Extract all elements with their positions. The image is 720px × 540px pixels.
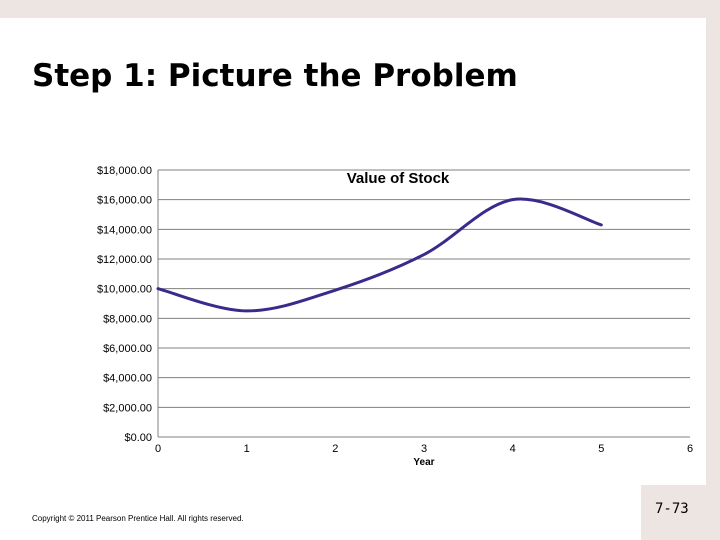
y-tick-label: $16,000.00 [97,195,152,207]
value-of-stock-chart: $0.00 $2,000.00 $4,000.00 $6,000.00 $8,000.0… [97,165,693,468]
slide-number: 7-73 [655,501,689,517]
series-group [156,197,603,313]
x-tick-label: 0 [155,443,161,455]
x-tick-label: 6 [687,443,693,455]
x-tick-label: 4 [510,443,516,455]
slide: Step 1: Picture the Problem $0.00 $2,000.… [0,18,706,540]
y-tick-label: $18,000.00 [97,165,152,177]
x-axis-ticks: 0 1 2 3 4 5 6 [155,443,693,455]
y-tick-label: $4,000.00 [103,373,152,385]
slide-number-box: 7-73 [641,485,720,540]
series-line [156,197,603,313]
y-tick-label: $14,000.00 [97,224,152,236]
y-tick-label: $10,000.00 [97,284,152,296]
y-axis-ticks: $0.00 $2,000.00 $4,000.00 $6,000.00 $8,000.0… [97,165,152,444]
slide-title: Step 1: Picture the Problem [32,58,518,94]
y-tick-label: $12,000.00 [97,254,152,266]
y-tick-label: $8,000.00 [103,313,152,325]
x-axis-label: Year [413,457,434,468]
x-tick-label: 2 [332,443,338,455]
copyright-notice: Copyright © 2011 Pearson Prentice Hall. … [32,514,244,523]
chart-title: Value of Stock [347,170,450,187]
y-tick-label: $2,000.00 [103,402,152,414]
x-tick-label: 3 [421,443,427,455]
y-tick-label: $0.00 [124,432,152,444]
gridlines [158,169,690,438]
x-tick-label: 5 [598,443,604,455]
y-tick-label: $6,000.00 [103,343,152,355]
x-tick-label: 1 [244,443,250,455]
